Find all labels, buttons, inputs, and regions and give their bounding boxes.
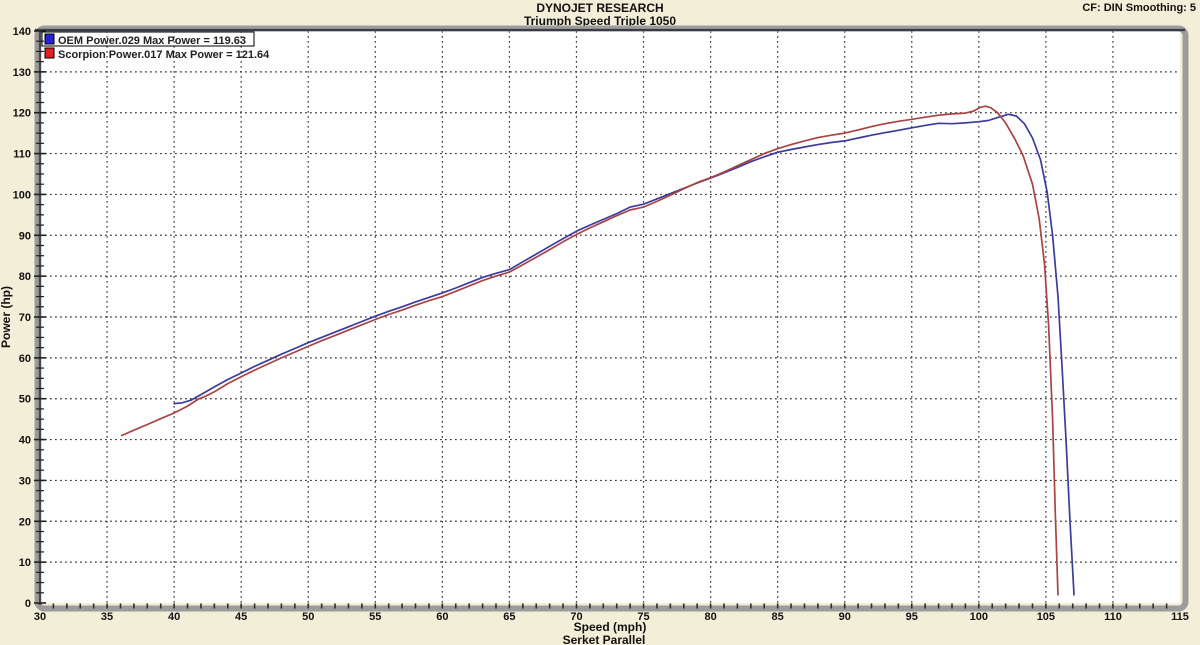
legend-selection-box <box>41 31 255 47</box>
axes-frame <box>34 25 1189 612</box>
y-tick-label: 120 <box>13 108 31 120</box>
legend-color-swatch <box>44 47 55 59</box>
x-tick-label: 80 <box>704 611 716 623</box>
legend: OEM Power.029 Max Power = 119.63 Scorpion… <box>41 31 270 61</box>
x-tick-label: 35 <box>101 611 113 623</box>
x-tick-label: 115 <box>1171 611 1189 623</box>
y-tick-label: 20 <box>19 516 31 528</box>
footer-note: Serket Parallel <box>563 633 646 645</box>
x-tick-label: 105 <box>1037 611 1055 623</box>
legend-label: OEM Power.029 Max Power = 119.63 <box>58 35 246 47</box>
x-tick-label: 60 <box>436 611 448 623</box>
frame-border <box>34 25 1189 612</box>
y-tick-label: 80 <box>19 271 31 283</box>
x-tick-label: 100 <box>970 611 988 623</box>
chart-subtitle: Triumph Speed Triple 1050 <box>524 14 676 28</box>
legend-color-swatch <box>44 33 55 45</box>
x-tick-label: 95 <box>906 611 918 623</box>
curve-scorpion-power-017 <box>120 105 1059 596</box>
curve-oem-power-029 <box>173 113 1075 596</box>
x-tick-label: 40 <box>168 611 180 623</box>
x-tick-label: 70 <box>570 611 582 623</box>
x-tick-label: 65 <box>503 611 515 623</box>
x-tick-label: 50 <box>302 611 314 623</box>
y-tick-label: 0 <box>25 598 31 610</box>
x-tick-label: 45 <box>235 611 247 623</box>
y-tick-label: 50 <box>19 394 31 406</box>
legend-label: Scorpion Power.017 Max Power = 121.64 <box>58 49 270 61</box>
x-tick-label: 110 <box>1104 611 1122 623</box>
chart-title: DYNOJET RESEARCH <box>536 1 663 15</box>
x-tick-label: 75 <box>637 611 649 623</box>
x-tick-label: 55 <box>369 611 381 623</box>
y-tick-label: 130 <box>13 67 31 79</box>
legend-entry-2[interactable]: Scorpion Power.017 Max Power = 121.64 <box>44 47 270 61</box>
y-tick-label: 100 <box>13 189 31 201</box>
y-tick-label: 110 <box>13 149 31 161</box>
x-axis-label: Speed (mph) <box>574 620 647 634</box>
legend-entry-1[interactable]: OEM Power.029 Max Power = 119.63 <box>41 31 255 47</box>
y-tick-label: 10 <box>19 557 31 569</box>
x-tick-label: 30 <box>34 611 46 623</box>
y-tick-label: 40 <box>19 435 31 447</box>
x-tick-label: 90 <box>839 611 851 623</box>
y-tick-label: 60 <box>19 353 31 365</box>
power-curves <box>120 105 1075 596</box>
y-tick-label: 90 <box>19 230 31 242</box>
tick-labels: 0 10 20 30 40 50 60 70 80 90 100 110 120 130 140 30 35 40… <box>13 26 1189 623</box>
y-tick-label: 140 <box>13 26 31 38</box>
correction-smoothing-info: CF: DIN Smoothing: 5 <box>1082 2 1196 14</box>
plot-area <box>40 31 1180 603</box>
y-tick-label: 30 <box>19 475 31 487</box>
y-axis-label: Power (hp) <box>0 286 13 348</box>
y-tick-label: 70 <box>19 312 31 324</box>
x-tick-label: 85 <box>772 611 784 623</box>
